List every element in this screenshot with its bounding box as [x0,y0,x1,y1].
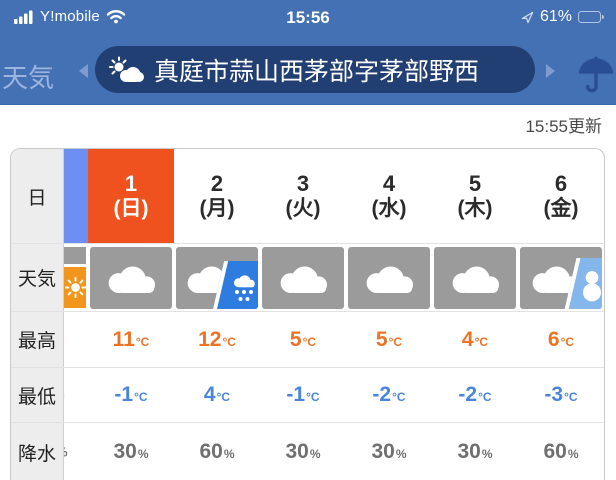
partial-high-fragment: c [64,333,65,347]
low-temp-5: -2°C [458,383,492,406]
status-time: 15:56 [286,8,330,27]
chevron-right-icon[interactable] [546,64,555,78]
low-temp-row: 最低 c -1°C 4°C -1°C -2°C -2°C -3°C [11,368,604,423]
high-temp-5: 4°C [461,327,489,351]
day-header-6[interactable]: 6 (金) [543,171,579,220]
weather-icon-cloudy-then-rain [176,246,258,309]
row-label-weather: 天気 [11,244,64,311]
high-temp-1: 11°C [112,327,150,351]
location-selector[interactable]: 真庭市蒜山西茅部字茅部野西 [95,46,535,93]
low-temp-2: 4°C [203,383,231,406]
weather-icon-cloudy-then-snow [520,246,602,309]
row-label-low: 最低 [11,368,64,422]
partial-day-column[interactable]: ） [64,149,88,243]
updated-timestamp: 15:55更新 [525,117,602,136]
day-header-row: 日 ） 1 (日) 2 (月) 3 (火) 4 (水) 5 (木) 6 (金) [11,149,604,244]
weather-icon-cloudy [90,246,172,309]
day-header-3[interactable]: 3 (火) [285,171,321,220]
high-temp-row: 最高 c 11°C 12°C 5°C 5°C 4°C 6°C [11,312,604,368]
forecast-table: 日 ） 1 (日) 2 (月) 3 (火) 4 (水) 5 (木) 6 (金) [10,148,605,480]
sun-icon [64,264,86,308]
sun-behind-cloud-icon [109,56,145,84]
precip-4: 30% [371,440,407,463]
precip-3: 30% [285,440,321,463]
carrier-label: Y!mobile [40,8,100,25]
weather-icon-cloudy [434,246,516,309]
precip-1: 30% [113,440,149,463]
precip-6: 60% [543,440,579,463]
day-header-1[interactable]: 1 (日) [88,149,174,243]
partial-precip-fragment: % [64,445,68,460]
row-label-day: 日 [11,149,64,243]
top-bar: Y!mobile 15:56 61% 天気 [0,0,616,105]
high-temp-4: 5°C [375,327,403,351]
partial-low-fragment: c [64,388,65,402]
weather-icon-cloudy [262,246,344,309]
precip-5: 30% [457,440,493,463]
weather-icon-cloudy [348,246,430,309]
rain-overlay-icon [211,260,258,309]
low-temp-3: -1°C [286,383,320,406]
precip-row: 降水 % 30% 60% 30% 30% 30% 60% [11,423,604,480]
high-temp-3: 5°C [289,327,317,351]
row-label-precip: 降水 [11,423,64,480]
battery-percent: 61% [539,8,572,25]
snow-overlay-icon [563,257,602,309]
status-bar: Y!mobile 15:56 61% [0,0,616,34]
partial-weather-cell [64,244,88,311]
day-header-4[interactable]: 4 (水) [371,171,407,220]
battery-icon [578,11,604,23]
chevron-left-icon[interactable] [79,64,88,78]
wifi-icon [106,9,126,24]
location-name: 真庭市蒜山西茅部字茅部野西 [154,57,480,86]
app-title[interactable]: 天気 [2,63,55,93]
day-header-2[interactable]: 2 (月) [199,171,235,220]
low-temp-4: -2°C [372,383,406,406]
signal-bars-icon [14,10,34,24]
high-temp-2: 12°C [198,327,236,351]
high-temp-6: 6°C [547,327,575,351]
day-header-5[interactable]: 5 (木) [457,171,493,220]
partial-day-fragment: ） [64,180,73,212]
location-arrow-icon [521,11,534,24]
low-temp-6: -3°C [544,383,578,406]
umbrella-icon[interactable] [577,56,615,96]
weather-row: 天気 [11,244,604,312]
row-label-high: 最高 [11,312,64,367]
precip-2: 60% [199,440,235,463]
low-temp-1: -1°C [114,383,148,406]
